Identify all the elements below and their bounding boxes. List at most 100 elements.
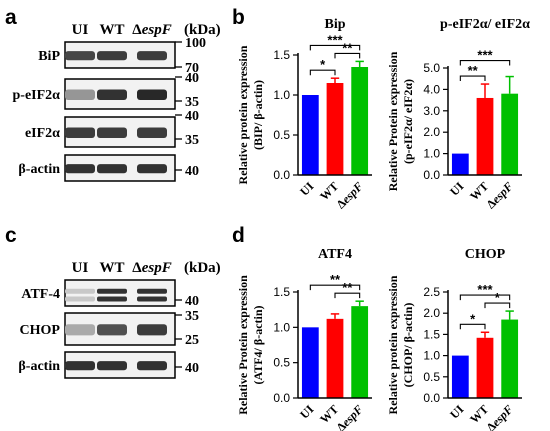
blot-lane-label: UI [72,260,89,276]
panel-label-c: c [5,224,17,247]
bar-chart-bip: Bip Relative protein expression (BIP/ β-ac… [236,17,372,211]
blot-marker-label: 40 [185,164,199,179]
blot-band [65,324,95,336]
blot-protein-label: p-eIF2α [13,88,61,103]
chart-ylabel: Relative Protein expression [386,51,400,191]
y-tick-label: 2.0 [423,125,440,139]
blot-marker-label: 40 [185,294,199,309]
significance-bracket [334,52,361,59]
bar-chart-chop: CHOP Relative protein expression (CHOP/ β-… [386,247,522,431]
bar-chart-peif2a: p-eIF2α/ eIF2α Relative Protein expressio… [386,17,530,211]
chart-ylabel: (CHOP/ β-actin) [401,303,415,388]
blot-lane-label: WT [99,260,124,276]
x-tick-label: UI [297,402,317,422]
bar [501,93,519,175]
chart-ylabel: (BIP/ β-actin) [251,80,265,150]
y-tick-label: 5.0 [423,61,440,75]
blot-protein-label: β-actin [18,359,60,374]
y-tick-label: 3.0 [423,104,440,118]
blot-band [97,51,127,61]
chart-ylabel: Relative Protein expression [236,275,250,415]
y-tick-label: 4.0 [423,82,440,96]
blot-band [137,127,167,138]
blot-band [97,164,127,174]
blot-protein-label: eIF2α [25,126,60,141]
significance-bracket [459,75,486,82]
blot-band [97,288,127,294]
blot-kda-label: (kDa) [184,260,221,276]
y-tick-label: 0.5 [423,370,440,384]
significance-bracket [484,302,511,309]
y-tick-label: 1.0 [423,349,440,363]
blot-protein-label: BiP [38,49,60,64]
blot-band [65,89,95,100]
blot-protein-label: β-actin [18,162,60,177]
y-tick-label: 0.5 [273,356,290,370]
chart-ylabel: (ATF4/ β-actin) [251,305,265,384]
significance-label: ** [342,280,353,295]
significance-bracket [459,294,511,301]
blot-marker-label: 35 [185,133,199,148]
y-tick-label: 0.0 [273,391,290,405]
blot-band [65,127,95,138]
y-tick-label: 0.5 [273,128,290,142]
significance-bracket [309,69,336,76]
x-tick-label: UI [447,179,467,199]
y-tick-label: 1.5 [423,327,440,341]
bar [451,355,469,398]
blot-protein-label: ATF-4 [21,287,60,302]
blot-band [97,361,127,371]
blot-marker-label: 40 [185,109,199,124]
significance-label: *** [327,32,343,47]
panel-label-b: b [232,6,245,29]
blot-band [97,89,127,100]
chart-title: ATF4 [318,247,352,262]
bar [326,83,344,175]
x-tick-label: ΔespF [484,402,516,431]
y-tick-label: 1.5 [273,48,290,62]
significance-label: ** [468,63,479,78]
blot-band [65,288,95,294]
x-tick-label: UI [297,179,317,199]
blot-marker-label: 70 [185,61,199,76]
y-tick-label: 0.0 [273,168,290,182]
significance-bracket [334,292,361,299]
chart-ylabel: Relative protein expression [386,275,400,414]
blot-lane-label: ΔespF [132,260,171,276]
x-tick-label: UI [447,402,467,422]
bar [301,95,319,175]
bar [326,318,344,398]
blot-marker-label: 40 [185,71,199,86]
chart-title: Bip [324,17,345,32]
blot-marker-label: 25 [185,333,199,348]
panel-label-a: a [5,6,17,29]
y-tick-label: 1.0 [273,320,290,334]
significance-bracket [309,284,361,291]
significance-label: ** [342,40,353,55]
blot-band [137,164,167,174]
blot-band [137,51,167,61]
blot-band [65,296,95,302]
significance-label: * [320,57,326,72]
blot-marker-label: 35 [185,95,199,110]
y-tick-label: 1.5 [273,285,290,299]
blot-lane-label: UI [72,22,89,38]
blot-band [137,288,167,294]
x-tick-label: ΔespF [334,402,366,431]
blot-band [97,296,127,302]
y-tick-label: 0.0 [423,391,440,405]
blot-lane-label: WT [99,22,124,38]
blot-marker-label: 40 [185,361,199,376]
western-blot-panel-a: UI WT ΔespF (kDa)BiP10070p-eIF2α4035eIF2α40… [13,22,221,182]
blot-band [65,164,95,174]
western-blot-panel-c: UI WT ΔespF (kDa) ATF-4 40 CHOP 35 25 β-actin 40 [18,260,221,379]
y-tick-label: 2.0 [423,306,440,320]
blot-band [65,51,95,61]
significance-label: ** [330,272,341,287]
bar [301,327,319,398]
bar [451,153,469,175]
blot-band [137,296,167,302]
significance-bracket [459,323,486,330]
bar [476,97,494,175]
